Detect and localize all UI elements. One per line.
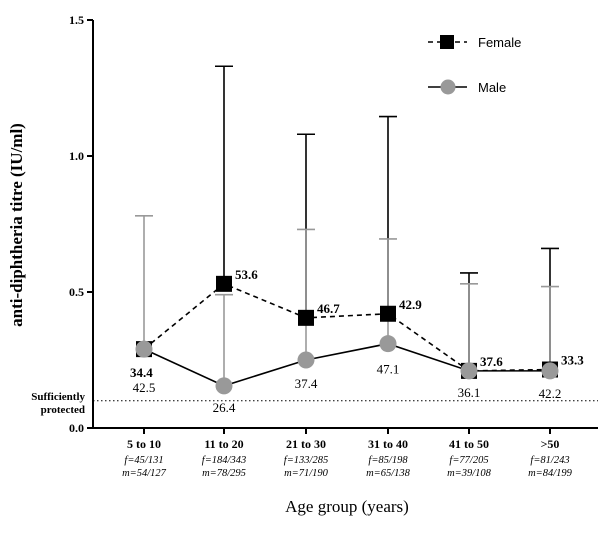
x-sublabel-male: m=84/199 <box>528 468 573 479</box>
x-sublabel-female: f=85/198 <box>368 455 408 466</box>
male-circle-marker <box>379 335 397 353</box>
error-bars <box>135 65 559 386</box>
legend-female-label: Female <box>478 35 521 50</box>
male-series-line <box>143 342 550 387</box>
male-circle-marker <box>460 362 478 380</box>
female-data-label: 33.3 <box>561 353 584 368</box>
male-data-label: 47.1 <box>377 362 400 377</box>
x-tick-label: 5 to 10 <box>127 437 161 451</box>
x-sublabel-female: f=81/243 <box>530 455 569 466</box>
male-circle-marker <box>297 351 315 369</box>
legend-male-marker <box>440 79 456 95</box>
female-data-label: 34.4 <box>130 365 153 380</box>
female-data-label: 46.7 <box>317 301 340 316</box>
y-tick-label: 1.5 <box>69 13 84 27</box>
male-data-label: 36.1 <box>458 385 481 400</box>
x-tick-label: 41 to 50 <box>449 437 489 451</box>
x-sublabel-female: f=77/205 <box>449 455 488 466</box>
x-sublabel-male: m=39/108 <box>447 468 492 479</box>
x-sublabel-female: f=184/343 <box>202 455 246 466</box>
x-sublabel-female: f=45/131 <box>124 455 163 466</box>
data-markers <box>135 275 559 395</box>
male-circle-marker <box>541 362 559 380</box>
x-tick-label: 21 to 30 <box>286 437 326 451</box>
axes: 0.0 0.5 1.0 1.5 5 to 10 f=45/131 m=54/127 11 to… <box>69 13 598 479</box>
x-sublabel-male: m=71/190 <box>284 468 329 479</box>
female-square-marker <box>298 309 314 326</box>
y-tick-label: 0.5 <box>69 285 84 299</box>
male-data-label: 42.2 <box>539 386 562 401</box>
y-tick-label: 1.0 <box>69 149 84 163</box>
x-tick-label: >50 <box>541 437 560 451</box>
male-data-label: 42.5 <box>133 380 156 395</box>
y-tick-label: 0.0 <box>69 421 84 435</box>
series-lines <box>143 282 551 387</box>
x-axis-label: Age group (years) <box>285 497 409 516</box>
data-labels: 34.4 53.6 46.7 42.9 37.6 33.3 42.5 26.4 37.4 47.1… <box>130 267 584 415</box>
legend: Female Male <box>428 35 521 95</box>
x-sublabel-female: f=133/285 <box>284 455 328 466</box>
reference-label: protected <box>41 404 85 416</box>
female-square-marker <box>380 305 396 322</box>
male-circle-marker <box>135 340 153 358</box>
female-data-label: 42.9 <box>399 297 422 312</box>
male-data-label: 37.4 <box>295 376 318 391</box>
y-axis-label: anti-diphtheria titre (IU/ml) <box>7 123 26 327</box>
male-data-label: 26.4 <box>213 400 236 415</box>
legend-female-marker <box>440 35 454 49</box>
x-tick-label: 11 to 20 <box>204 437 243 451</box>
male-circle-marker <box>215 377 233 395</box>
female-data-label: 37.6 <box>480 354 503 369</box>
legend-male-label: Male <box>478 80 506 95</box>
reference-label: Sufficiently <box>31 391 85 403</box>
x-sublabel-male: m=78/295 <box>202 468 246 479</box>
x-tick-label: 31 to 40 <box>368 437 408 451</box>
female-square-marker <box>216 275 232 292</box>
female-data-label: 53.6 <box>235 267 258 282</box>
x-sublabel-male: m=54/127 <box>122 468 167 479</box>
x-sublabel-male: m=65/138 <box>366 468 411 479</box>
